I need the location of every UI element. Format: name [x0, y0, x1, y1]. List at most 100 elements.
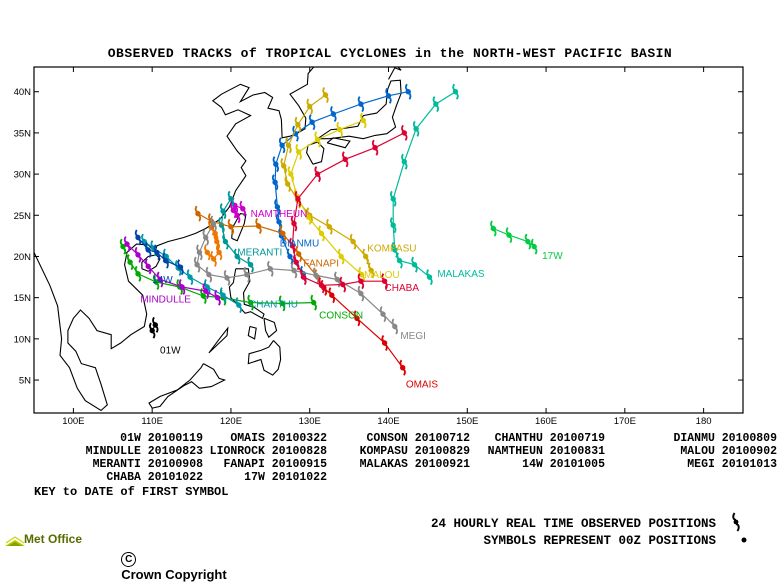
- legend-entry-namtheun: NAMTHEUN 20100831: [487, 445, 605, 458]
- cyclone-position-icon: [235, 297, 242, 314]
- coastline-10: [326, 137, 351, 149]
- track-label-malou: MALOU: [364, 270, 400, 281]
- legend-entry-01w: 01W 20100119: [120, 432, 203, 445]
- track-label-namtheun: NAMTHEUN: [251, 209, 308, 220]
- cyclone-position-icon: [411, 256, 418, 273]
- cyclone-position-icon: [357, 273, 365, 290]
- crown-copyright: C Crown Copyright: [114, 533, 227, 582]
- cyclone-position-icon: [205, 266, 213, 283]
- cyclone-position-icon: [145, 241, 152, 258]
- cyclone-position-icon: [330, 105, 337, 123]
- cyclone-position-icon: [178, 278, 186, 296]
- track-omais: [320, 279, 406, 376]
- coastline-6: [208, 326, 229, 354]
- cyclone-position-icon: [255, 217, 262, 235]
- met-office-logo-icon: [5, 536, 25, 546]
- copyright-text: Crown Copyright: [121, 567, 227, 582]
- legend-entry-malou: MALOU 20100902: [680, 445, 777, 458]
- cyclone-position-icon: [289, 237, 296, 254]
- cyclone-position-icon: [219, 203, 227, 220]
- track-label-mindulle: MINDULLE: [140, 295, 191, 306]
- cyclone-position-icon: [349, 233, 357, 250]
- cyclone-position-icon: [285, 137, 292, 154]
- cyclone-position-icon: [204, 244, 211, 261]
- cyclone-position-icon: [223, 269, 231, 286]
- cyclone-position-icon: [247, 294, 254, 311]
- track-label-dianmu: DIANMU: [280, 239, 319, 250]
- track-label-14w: 14W: [152, 275, 173, 286]
- cyclone-position-icon: [227, 218, 235, 235]
- track-megi: [193, 215, 398, 335]
- footer-symbols-note: SYMBOLS REPRESENT 00Z POSITIONS: [483, 534, 716, 548]
- cyclone-position-icon: [357, 96, 365, 113]
- cyclone-position-icon: [153, 244, 161, 261]
- cyclone-position-icon: [401, 124, 408, 141]
- cyclone-position-icon: [314, 166, 321, 183]
- legend-row: MINDULLE 20100823 LIONROCK 20100828 KOMPAS…: [0, 445, 780, 459]
- cyclone-position-icon: [202, 283, 209, 300]
- track-label-kompasu: KOMPASU: [367, 244, 416, 255]
- cyclone-position-icon: [141, 233, 148, 250]
- x-tick-label: 120E: [220, 416, 242, 427]
- cyclone-position-icon: [401, 153, 408, 170]
- track-chaba: [289, 124, 408, 294]
- cyclone-position-icon: [272, 156, 279, 173]
- cyclone-position-icon: [193, 256, 201, 273]
- cyclone-position-icon: [342, 151, 349, 168]
- cyclone-position-icon: [202, 229, 209, 246]
- legend-entry-kompasu: KOMPASU 20100829: [359, 445, 470, 458]
- legend-entry-14w: 14W 20101005: [522, 458, 605, 471]
- track-line: [493, 227, 535, 248]
- track-label-omais: OMAIS: [406, 379, 439, 390]
- cyclone-position-icon: [432, 96, 439, 113]
- legend-entry-chanthu: CHANTHU 20100719: [494, 432, 605, 445]
- cyclone-position-icon: [290, 262, 298, 279]
- track-line: [392, 91, 456, 278]
- y-tick-label: 5N: [19, 376, 31, 387]
- cyclone-position-icon: [230, 202, 237, 219]
- cyclone-position-icon: [271, 174, 279, 191]
- legend-entry-fanapi: FANAPI 20100915: [223, 458, 327, 471]
- track-label-malakas: MALAKAS: [437, 269, 485, 280]
- track-meranti: [218, 190, 254, 273]
- cyclone-position-icon: [371, 139, 379, 156]
- track-label-conson: CONSON: [319, 310, 363, 321]
- cyclone-position-icon: [152, 316, 159, 333]
- cyclone-position-icon: [306, 98, 313, 115]
- cyclone-position-icon: [294, 116, 302, 133]
- cyclone-position-icon: [326, 218, 333, 235]
- legend-entry-conson: CONSON 20100712: [366, 432, 470, 445]
- legend-entry-lionrock: LIONROCK 20100828: [209, 445, 327, 458]
- cyclone-position-icon: [339, 276, 346, 293]
- cyclone-position-icon: [145, 258, 152, 275]
- legend-entry-mindulle: MINDULLE 20100823: [85, 445, 203, 458]
- cyclone-position-icon: [295, 245, 302, 263]
- legend-row: CHABA 20101022 17W 20101022: [0, 471, 780, 485]
- cyclone-position-icon: [314, 131, 321, 148]
- cyclone-position-icon: [290, 215, 298, 232]
- cyclone-track-map: 100E 110E 120E 130E 140E 150E 160E 170E 180 5N 10N…: [14, 66, 747, 543]
- track-17w: [490, 220, 538, 255]
- cyclone-position-icon: [278, 137, 286, 154]
- cyclone-position-icon: [294, 190, 302, 207]
- cyclone-position-icon: [280, 157, 287, 174]
- track-label-01w: 01W: [160, 346, 181, 357]
- x-tick-label: 170E: [614, 416, 636, 427]
- cyclone-position-icon: [279, 225, 287, 242]
- track-namtheun: [230, 197, 246, 224]
- x-tick-label: 180: [696, 416, 712, 427]
- cyclone-position-icon: [119, 238, 127, 255]
- track-label-megi: MEGI: [400, 331, 426, 342]
- cyclone-position-icon: [278, 295, 286, 312]
- cyclone-position-icon: [214, 289, 221, 306]
- cyclone-position-icon: [396, 252, 403, 269]
- cyclone-position-icon: [338, 248, 345, 265]
- track-kompasu: [280, 86, 375, 279]
- page-title: OBSERVED TRACKS of TROPICAL CYCLONES in …: [107, 46, 673, 61]
- coastline-3: [228, 268, 265, 320]
- cyclone-position-icon: [126, 254, 134, 271]
- cyclone-position-icon: [531, 238, 538, 255]
- track-label-chanthu: CHANTHU: [249, 300, 298, 311]
- coastline-7: [247, 325, 257, 340]
- cyclone-position-icon: [239, 200, 246, 217]
